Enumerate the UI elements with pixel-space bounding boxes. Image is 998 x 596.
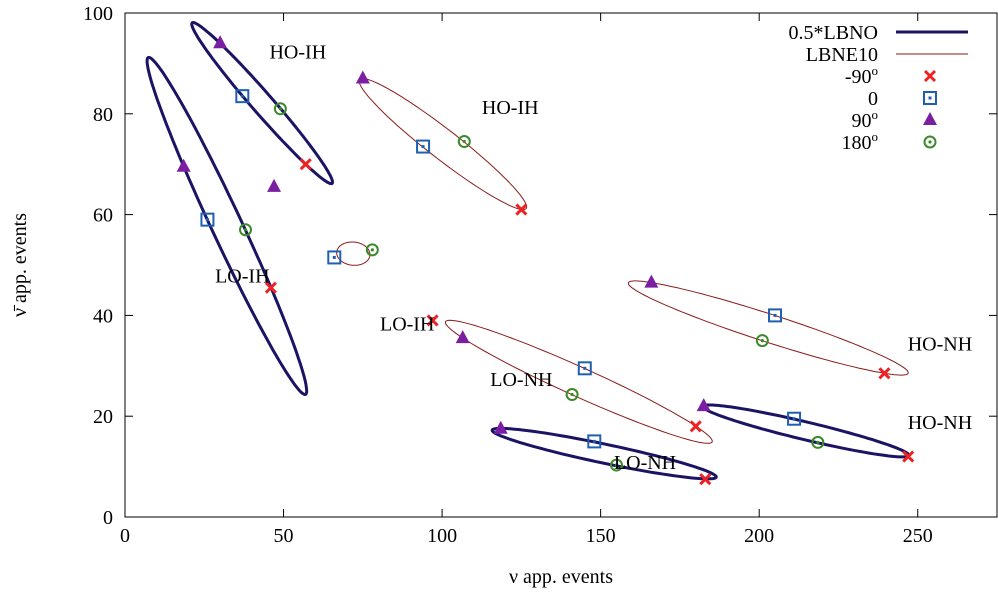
plot-frame	[124, 12, 998, 518]
legend-swatch-cross	[923, 69, 937, 83]
data-point-cross	[426, 314, 439, 327]
data-point-triangle	[213, 35, 228, 49]
data-point-triangle	[696, 398, 711, 412]
data-point-circle	[755, 334, 769, 348]
data-point-cross	[902, 450, 915, 463]
annotation-label: LO-IH	[215, 266, 269, 288]
annotation-label: LO-IH	[380, 314, 434, 336]
axis-layer: 0 50 100 150 200 250 0 20 40 60 80 100	[83, 3, 997, 547]
data-point-cross	[878, 367, 891, 380]
x-tick-label: 150	[586, 525, 616, 547]
legend-label: 0	[868, 88, 878, 110]
data-point-triangle	[355, 70, 370, 84]
data-point-square	[577, 361, 592, 376]
x-tick-label: 200	[744, 525, 774, 547]
legend-label: 0.5*LBNO	[789, 22, 878, 44]
legend-label: 180o	[842, 129, 879, 154]
legend-swatch-square	[923, 91, 937, 105]
data-point-circle	[811, 435, 825, 449]
ellipse-0-5-lbno-ho-ih	[190, 20, 334, 186]
ellipse-lbne10-ho-ih	[358, 78, 528, 211]
annotation-label: HO-NH	[908, 412, 972, 434]
data-point-square	[200, 212, 215, 227]
data-point-square	[416, 139, 431, 154]
ellipse-0-5-lbno-lo-ih	[145, 55, 309, 397]
data-point-cross	[699, 473, 712, 486]
annotation-label: LO-NH	[614, 452, 676, 474]
x-axis-label: ν app. events	[509, 566, 613, 588]
data-point-circle	[609, 458, 623, 472]
data-point-cross	[515, 203, 528, 216]
ellipse-layer	[145, 20, 911, 481]
data-point-circle	[565, 388, 579, 402]
legend-swatch-circle	[923, 135, 937, 149]
ellipse-0-5-lbno-lo-nh	[490, 426, 718, 481]
data-point-triangle	[176, 158, 191, 172]
data-point-circle	[365, 243, 379, 257]
ellipse-lbne10-lo-nh	[444, 319, 713, 444]
annotation-label: LO-NH	[490, 369, 552, 391]
data-point-square	[768, 308, 783, 323]
data-point-triangle	[455, 330, 470, 344]
data-point-cross	[689, 420, 702, 433]
x-tick-label: 100	[427, 525, 457, 547]
x-tick-label: 50	[274, 525, 294, 547]
ellipse-0-5-lbno-ho-nh	[701, 403, 911, 459]
legend-label: -90o	[845, 63, 878, 88]
y-tick-label: 100	[83, 3, 113, 25]
annotation-label: HO-IH	[269, 41, 326, 63]
data-point-triangle	[493, 420, 508, 434]
legend-label: LBNE10	[806, 44, 878, 66]
data-point-square	[587, 434, 602, 449]
y-axis-label: ν̄ app. events	[9, 213, 31, 317]
annotation-label: HO-IH	[482, 97, 539, 119]
y-tick-label: 0	[103, 507, 113, 529]
data-point-cross	[299, 158, 312, 171]
data-point-triangle	[267, 178, 282, 192]
legend-swatch-triangle	[923, 112, 937, 125]
y-tick-label: 80	[93, 104, 113, 126]
y-tick-label: 40	[93, 305, 113, 327]
annotation-layer: HO-IH HO-IH LO-IH LO-IH LO-NH LO-NH HO-NH HO-NH	[215, 41, 972, 474]
ellipse-lbne10-lo-ih	[336, 241, 371, 266]
data-point-circle	[457, 135, 471, 149]
y-tick-label: 20	[93, 406, 113, 428]
x-tick-label: 0	[120, 525, 130, 547]
data-point-square	[787, 411, 802, 426]
ellipse-lbne10-ho-nh	[627, 280, 909, 376]
x-tick-label: 250	[903, 525, 933, 547]
data-point-circle	[238, 223, 252, 237]
annotation-label: HO-NH	[908, 334, 972, 356]
data-point-square	[235, 89, 250, 104]
data-point-square	[327, 250, 342, 265]
data-point-triangle	[644, 274, 659, 288]
data-point-circle	[273, 102, 287, 116]
data-point-cross	[264, 281, 277, 294]
marker-layer	[176, 35, 915, 486]
y-tick-label: 60	[93, 205, 113, 227]
